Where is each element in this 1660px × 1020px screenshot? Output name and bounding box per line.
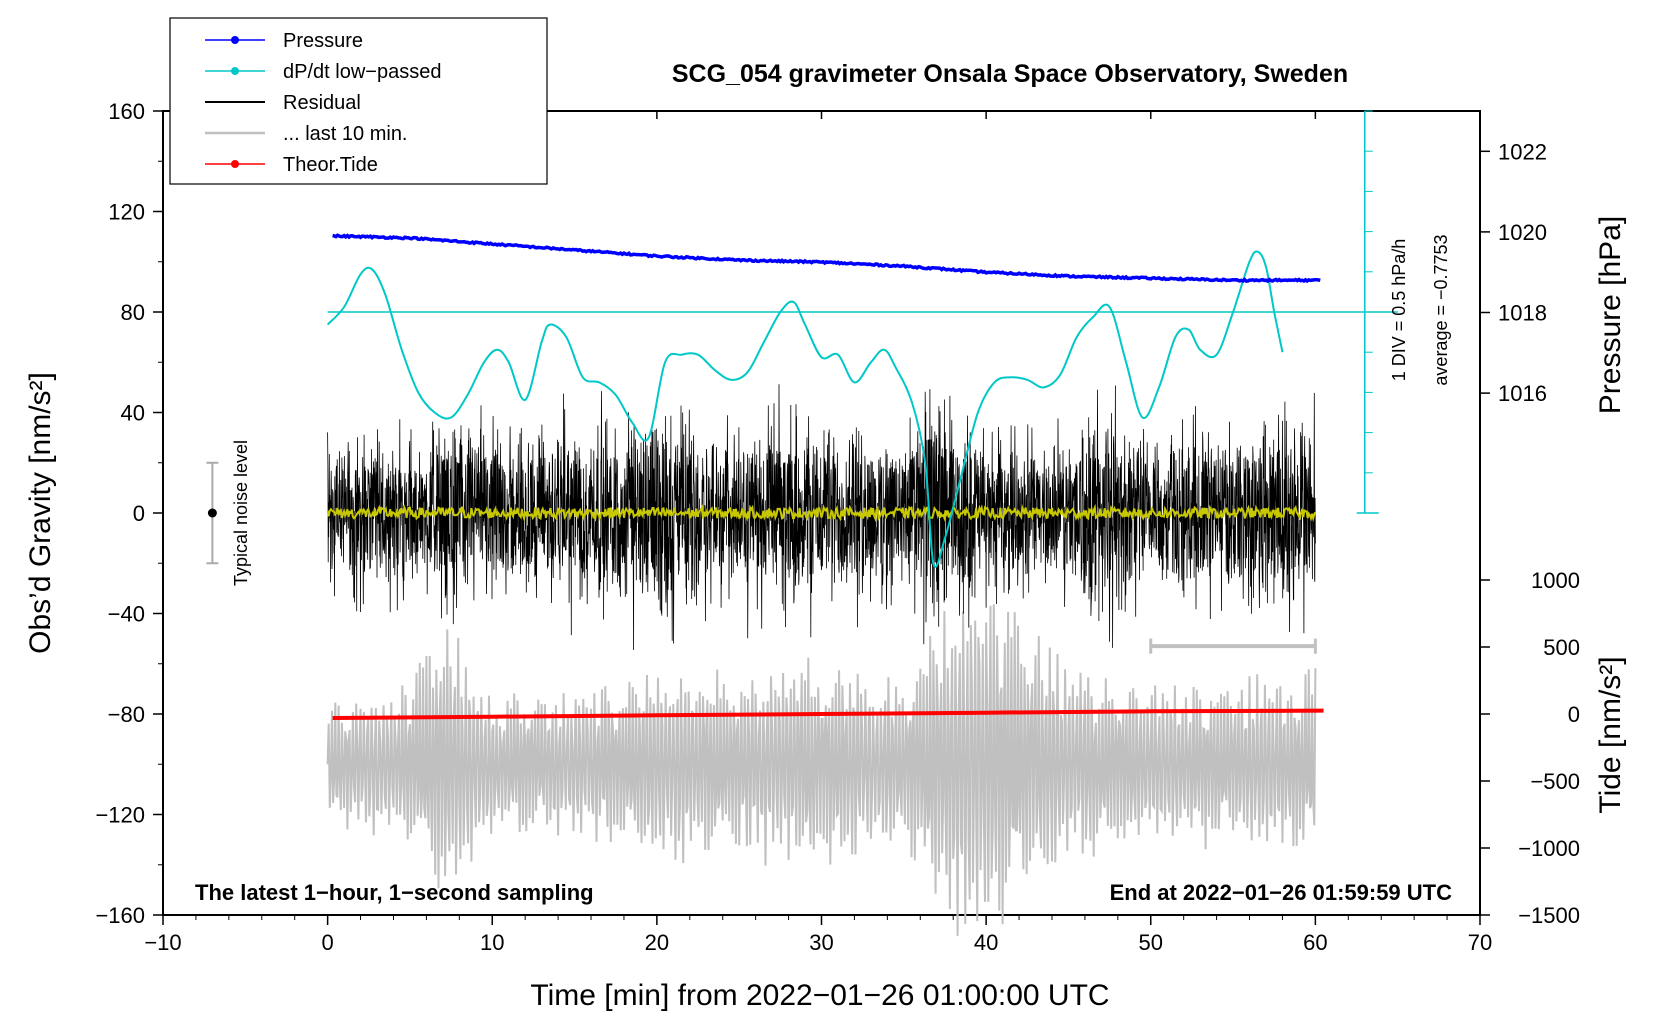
pressure-axis-label: Pressure [hPa] [1594,216,1627,414]
chart-title: SCG_054 gravimeter Onsala Space Observat… [672,60,1348,88]
legend-label-residual: Residual [283,92,361,114]
legend: Pressure dP/dt low−passed Residual ... l… [169,17,548,185]
x-tick-label: 20 [645,930,669,955]
pressure-tick-label: 1018 [1498,301,1547,326]
legend-marker-pressure [231,36,239,44]
pressure-tick-label: 1020 [1498,220,1547,245]
tide-axis-label: Tide [nm/s²] [1594,656,1627,813]
noise-level-dot [207,508,217,518]
x-tick-label: 50 [1139,930,1163,955]
dpdt-average-label: average = −0.7753 [1431,234,1451,385]
tide-tick-label: 500 [1543,635,1580,660]
y-tick-label: −80 [108,702,145,727]
tide-tick-label: −500 [1530,769,1580,794]
series-layer [206,110,1398,936]
pressure-tick-label: 1016 [1498,381,1547,406]
y-tick-label: −40 [108,602,145,627]
axis-ticks: −10 0 10 20 30 40 50 60 7016012080400−40−80−120−… [95,99,1580,955]
x-tick-label: 60 [1303,930,1327,955]
series-last-10-min [326,604,1317,936]
x-tick-label: 70 [1468,930,1492,955]
x-tick-label: 30 [809,930,833,955]
tide-tick-label: −1000 [1518,836,1580,861]
pressure-tick-label: 1022 [1498,139,1547,164]
x-tick-label: 0 [322,930,334,955]
y-tick-label: −160 [95,903,145,928]
tide-tick-label: −1500 [1518,903,1580,928]
legend-label-tide: Theor.Tide [283,154,378,176]
x-tick-label: 40 [974,930,998,955]
series-dpdt [326,250,1284,568]
annotation-sampling: The latest 1−hour, 1−second sampling [195,880,594,905]
x-axis-label: Time [min] from 2022−01−26 01:00:00 UTC [530,979,1109,1012]
y-tick-label: 80 [121,300,145,325]
series-residual-smoothed [326,503,1317,523]
tide-tick-label: 0 [1568,702,1580,727]
legend-label-last10: ... last 10 min. [283,123,408,145]
y-tick-label: −120 [95,803,145,828]
dpdt-scale-label: 1 DIV = 0.5 hPa/h [1389,239,1409,382]
y-tick-label: 160 [108,99,145,124]
noise-level-label: Typical noise level [231,440,251,586]
y-tick-label: 0 [133,501,145,526]
annotation-end-time: End at 2022−01−26 01:59:59 UTC [1110,880,1453,905]
x-tick-label: −10 [144,930,181,955]
legend-label-dpdt: dP/dt low−passed [283,61,441,83]
legend-marker-dpdt [231,67,239,75]
tide-tick-label: 1000 [1531,568,1580,593]
series-theor-tide [332,708,1324,720]
y-tick-label: 40 [121,401,145,426]
y-axis-label: Obs’d Gravity [nm/s²] [24,372,57,654]
series-pressure [332,233,1321,284]
legend-marker-tide [231,160,239,168]
x-tick-label: 10 [480,930,504,955]
legend-label-pressure: Pressure [283,30,363,52]
y-tick-label: 120 [108,200,145,225]
